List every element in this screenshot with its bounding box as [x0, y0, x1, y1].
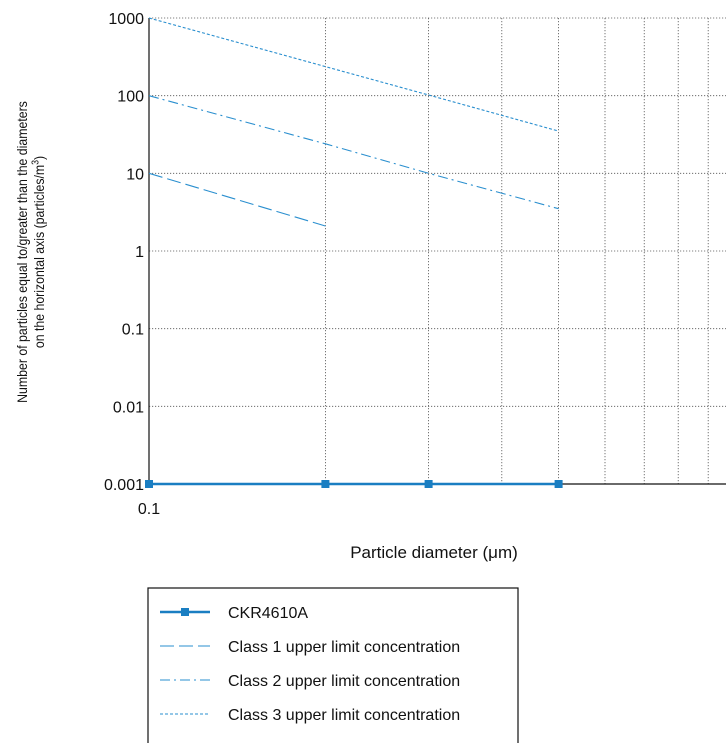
legend-box: [147, 587, 519, 743]
series-2: [148, 172, 326, 227]
series-line: [148, 17, 559, 132]
legend: CKR4610A Class 1 upper limit concentratio…: [147, 587, 519, 743]
y-tick-label: 0.001: [104, 477, 144, 494]
legend-label: Class 2 upper limit concentration: [228, 673, 460, 690]
legend-label: CKR4610A: [228, 605, 308, 622]
series-line: [148, 172, 326, 227]
data-point-marker: [145, 480, 153, 488]
x-tick-label: 0.1: [138, 501, 160, 518]
data-point-marker: [424, 480, 433, 488]
y-tick-label: 10: [126, 166, 144, 183]
grid: [149, 17, 726, 484]
legend-item-4: Class 3 upper limit concentration: [160, 707, 460, 724]
legend-label: Class 1 upper limit concentration: [228, 639, 460, 656]
series-1: [145, 480, 563, 488]
y-tick-label: 1000: [108, 11, 144, 28]
legend-item-2: Class 1 upper limit concentration: [160, 639, 460, 656]
data-point-marker: [321, 480, 330, 488]
data-point-marker: [554, 480, 563, 488]
series-layer: [145, 17, 563, 488]
y-tick-label: 0.1: [122, 322, 144, 339]
y-axis-label-line-1: Number of particles equal to/greater tha…: [14, 101, 30, 403]
y-tick-label: 0.01: [113, 399, 144, 416]
y-axis-label-line-2: on the horizontal axis (particles/m3): [29, 156, 48, 348]
axis-labels: Number of particles equal to/greater tha…: [14, 101, 518, 562]
series-4: [148, 17, 559, 132]
legend-marker: [181, 608, 189, 616]
x-axis-label: Particle diameter (μm): [350, 543, 518, 562]
legend-item-3: Class 2 upper limit concentration: [160, 673, 460, 690]
y-tick-label: 100: [117, 89, 144, 106]
y-tick-label: 1: [135, 244, 144, 261]
legend-label: Class 3 upper limit concentration: [228, 707, 460, 724]
legend-item-1: CKR4610A: [160, 605, 308, 622]
